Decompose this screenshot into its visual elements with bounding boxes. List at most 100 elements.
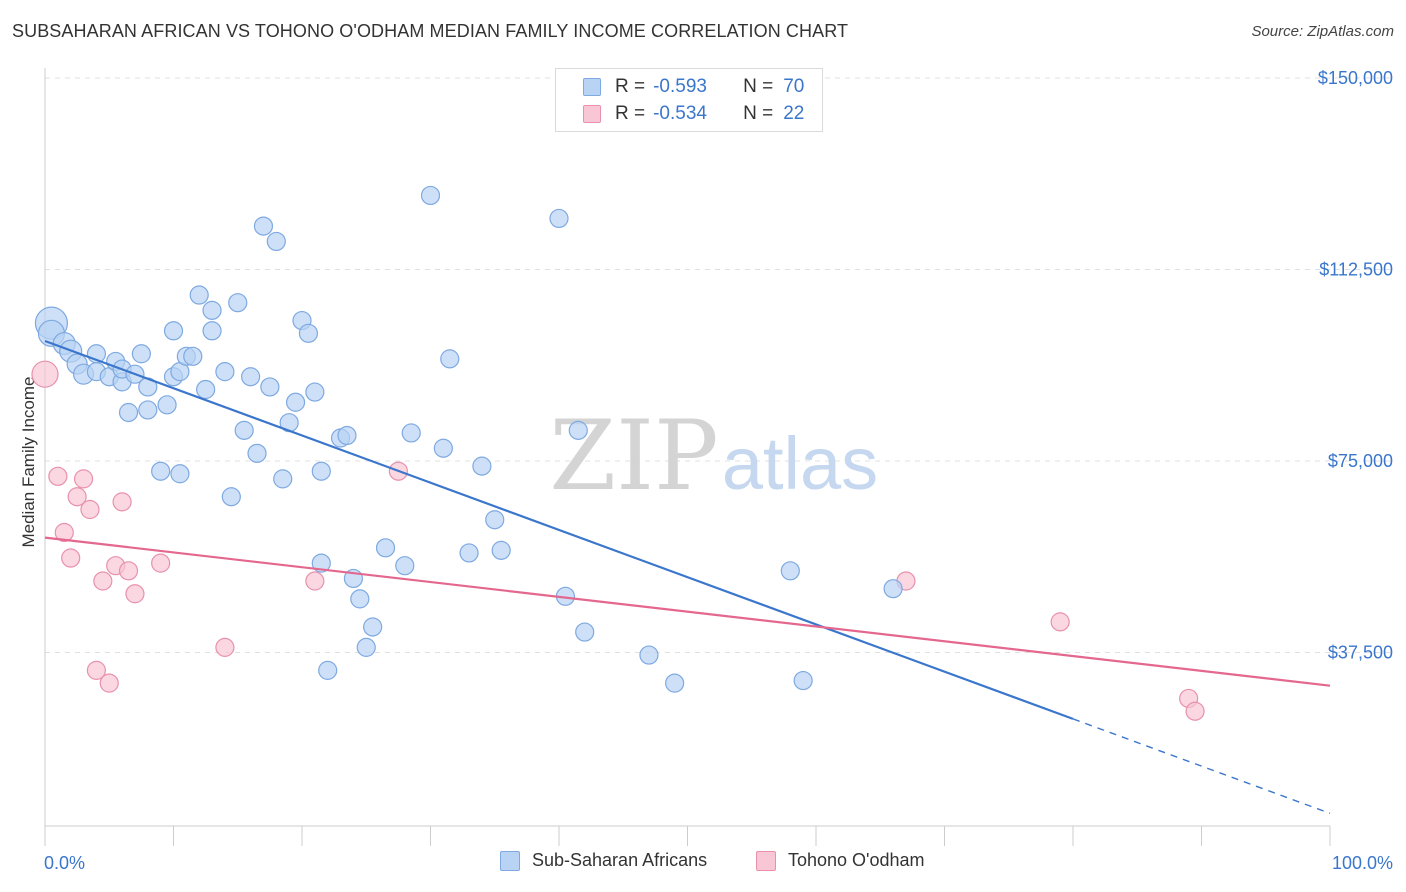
legend-r-value: -0.534 — [653, 103, 707, 124]
point-tohono — [112, 492, 132, 512]
point-subsaharan — [337, 425, 357, 446]
point-subsaharan — [273, 469, 293, 489]
legend-r-value: -0.593 — [653, 76, 707, 97]
source-label: Source: ZipAtlas.com — [1251, 23, 1394, 40]
point-subsaharan — [151, 461, 171, 481]
trend-line-subsaharan — [44, 339, 1074, 720]
point-tohono — [1050, 612, 1070, 632]
point-subsaharan — [350, 589, 370, 609]
legend-row-tohono: R = -0.534 N = 22 — [556, 101, 804, 127]
point-subsaharan — [157, 395, 177, 415]
trend-line-subsaharan-extension — [1072, 718, 1331, 815]
point-subsaharan — [883, 579, 903, 599]
point-subsaharan — [575, 622, 595, 642]
point-subsaharan — [131, 344, 151, 364]
point-tohono — [54, 522, 74, 543]
legend-swatch-blue — [500, 850, 520, 871]
tick-labels: $37,500 $75,000 $112,500 $150,000 0.0% 100.0% — [44, 68, 1393, 873]
point-subsaharan — [459, 543, 479, 563]
point-tohono — [80, 499, 100, 520]
point-subsaharan — [118, 402, 139, 423]
legend-n-label: N = — [743, 76, 774, 97]
point-subsaharan — [356, 637, 376, 657]
series-legend: Sub-Saharan Africans Tohono O'odham — [0, 850, 1406, 878]
legend-n-value: 22 — [783, 103, 805, 124]
point-subsaharan — [247, 443, 267, 463]
x-tick-label-max: 100.0% — [1332, 853, 1393, 873]
point-subsaharan — [196, 379, 216, 400]
point-tohono — [118, 561, 139, 581]
watermark: ZIP atlas — [549, 400, 878, 512]
point-subsaharan — [183, 346, 203, 366]
point-tohono — [215, 637, 235, 657]
point-subsaharan — [793, 670, 813, 691]
legend-swatch-pink — [583, 105, 601, 123]
point-subsaharan — [395, 556, 415, 576]
point-subsaharan — [311, 553, 331, 573]
y-tick-label: $75,000 — [1328, 451, 1393, 471]
watermark-zip: ZIP — [549, 400, 718, 512]
chart-title: SUBSAHARAN AFRICAN VS TOHONO O'ODHAM MED… — [12, 21, 849, 41]
point-tohono — [125, 584, 145, 604]
point-subsaharan — [433, 438, 453, 458]
correlation-legend: R = -0.593 N = 70 R = -0.534 N = 22 — [555, 68, 823, 132]
point-subsaharan — [363, 617, 383, 637]
legend-r-label: R = — [615, 76, 646, 97]
point-subsaharan — [549, 208, 569, 229]
point-subsaharan — [305, 382, 325, 402]
legend-n-value: 70 — [783, 76, 805, 97]
point-subsaharan — [491, 540, 511, 560]
legend-row-subsaharan: R = -0.593 N = 70 — [556, 74, 804, 100]
point-subsaharan — [221, 487, 241, 507]
points-subsaharan — [34, 185, 903, 693]
point-tohono — [99, 673, 119, 693]
watermark-atlas: atlas — [722, 422, 878, 505]
point-subsaharan — [202, 300, 222, 320]
point-subsaharan — [228, 293, 248, 313]
points-tohono — [31, 360, 1205, 721]
point-subsaharan — [298, 323, 319, 343]
point-subsaharan — [311, 461, 331, 481]
point-tohono — [86, 660, 107, 680]
point-subsaharan — [318, 660, 338, 680]
point-subsaharan — [665, 673, 685, 693]
point-tohono — [61, 548, 81, 568]
point-subsaharan — [138, 400, 158, 420]
legend-swatch-blue — [583, 78, 601, 96]
point-tohono — [151, 553, 171, 573]
point-subsaharan — [285, 392, 306, 412]
legend-n-label: N = — [743, 103, 774, 124]
point-subsaharan — [266, 231, 286, 252]
point-subsaharan — [420, 185, 441, 206]
point-subsaharan — [253, 216, 274, 236]
legend-label-subsaharan: Sub-Saharan Africans — [532, 850, 708, 870]
point-tohono — [93, 571, 113, 591]
x-tick-label-min: 0.0% — [44, 853, 85, 873]
point-subsaharan — [260, 377, 280, 397]
point-tohono — [48, 466, 68, 486]
point-subsaharan — [215, 362, 235, 382]
point-subsaharan — [170, 464, 190, 484]
y-tick-label: $37,500 — [1328, 643, 1393, 663]
point-subsaharan — [189, 285, 209, 305]
grid-lines — [45, 77, 1395, 653]
point-subsaharan — [401, 423, 421, 443]
legend-item-subsaharan[interactable]: Sub-Saharan Africans — [500, 850, 707, 871]
point-subsaharan — [375, 538, 396, 558]
legend-label-tohono: Tohono O'odham — [788, 850, 925, 870]
legend-swatch-pink — [756, 850, 776, 871]
point-subsaharan — [485, 510, 505, 530]
point-subsaharan — [241, 367, 261, 387]
point-subsaharan — [440, 349, 460, 369]
point-subsaharan — [639, 645, 659, 665]
trend-line-tohono — [44, 536, 1331, 687]
point-subsaharan — [202, 321, 222, 341]
point-tohono — [1185, 701, 1205, 721]
point-subsaharan — [163, 321, 184, 341]
legend-item-tohono[interactable]: Tohono O'odham — [756, 850, 925, 871]
y-tick-label: $112,500 — [1319, 260, 1393, 280]
point-subsaharan — [780, 561, 800, 581]
point-tohono — [305, 571, 325, 591]
y-tick-label: $150,000 — [1318, 68, 1393, 88]
